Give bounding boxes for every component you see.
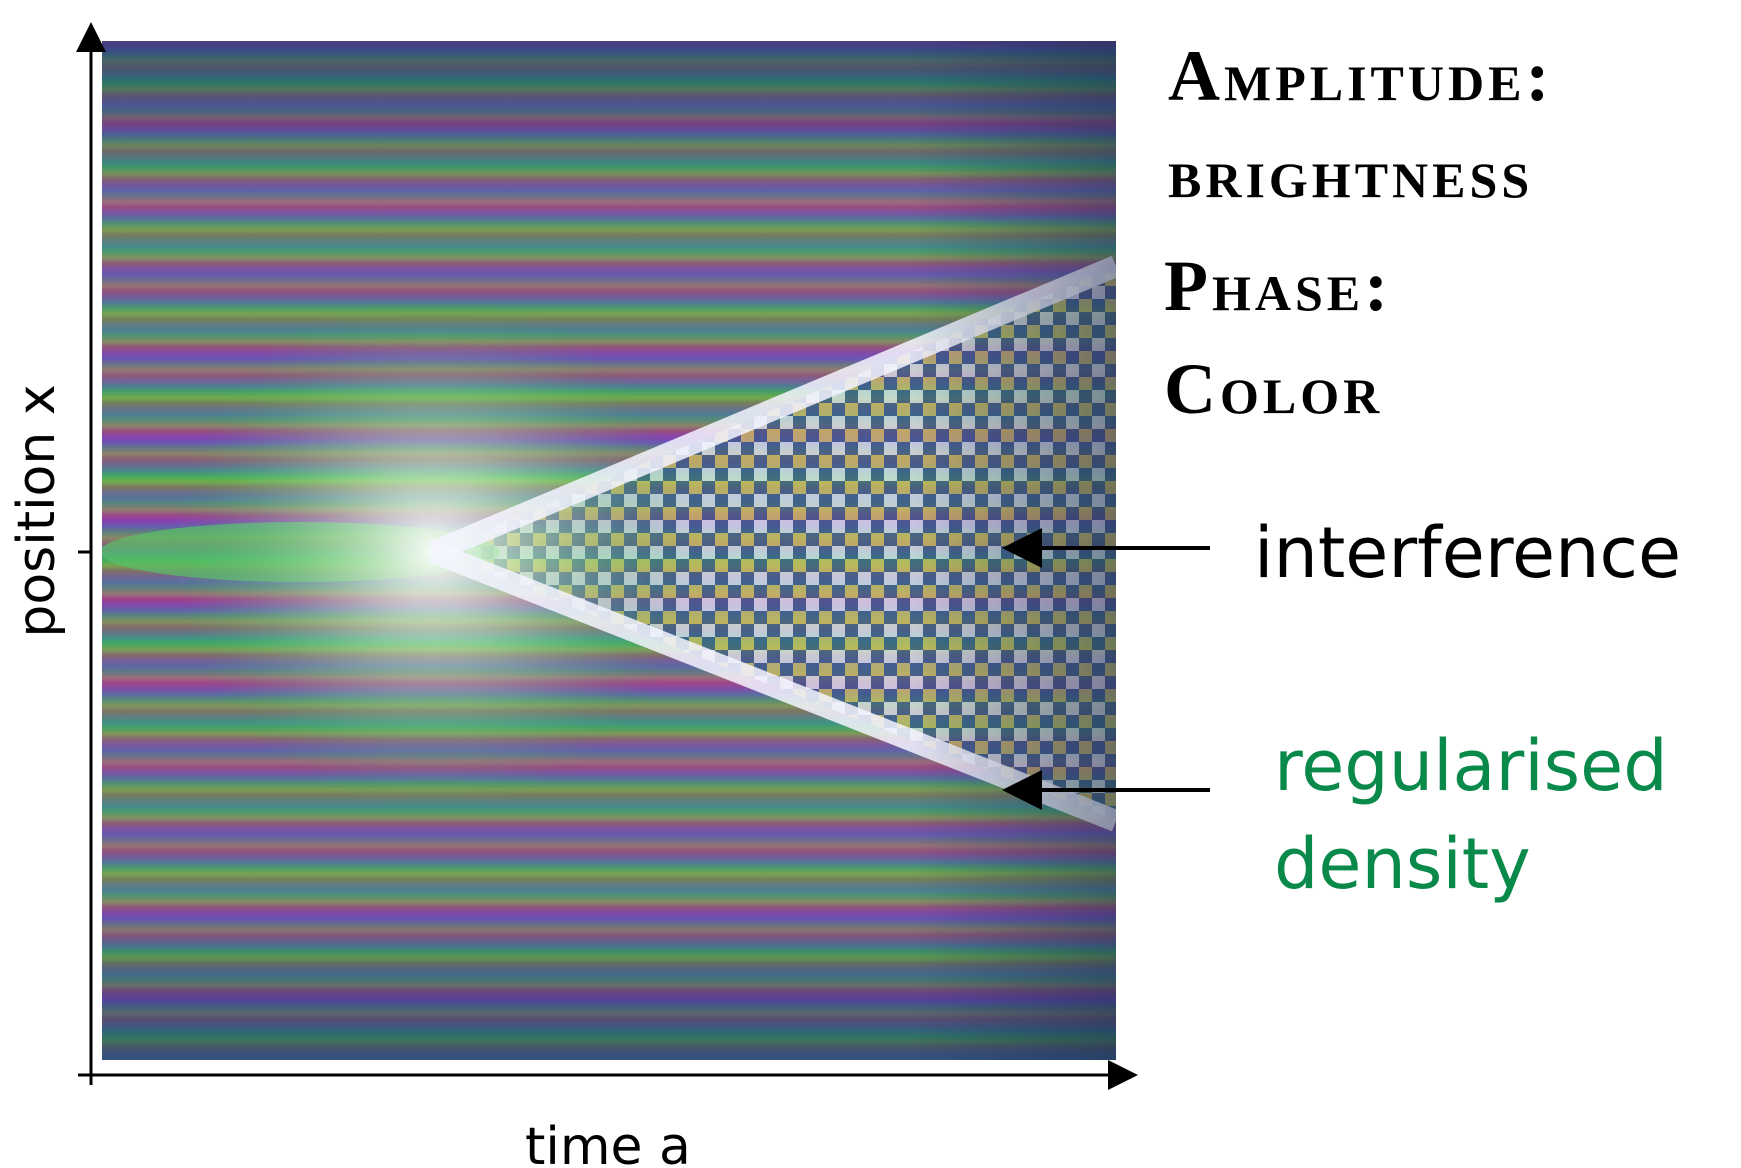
legend-phase-value: Color <box>1164 349 1383 429</box>
heatmap <box>100 41 1116 1060</box>
annotation: regularised <box>1274 725 1668 807</box>
figure: position x time a Amplitude: brightness … <box>0 0 1741 1168</box>
legend-phase: Phase: <box>1164 246 1392 326</box>
y-axis-label: position x <box>7 384 67 637</box>
annotation: interference <box>1254 512 1681 594</box>
annotation: density <box>1274 823 1531 905</box>
legend-amplitude: Amplitude: <box>1168 36 1553 116</box>
legend-amplitude-value: brightness <box>1168 133 1533 213</box>
x-axis-label: time a <box>525 1117 691 1168</box>
